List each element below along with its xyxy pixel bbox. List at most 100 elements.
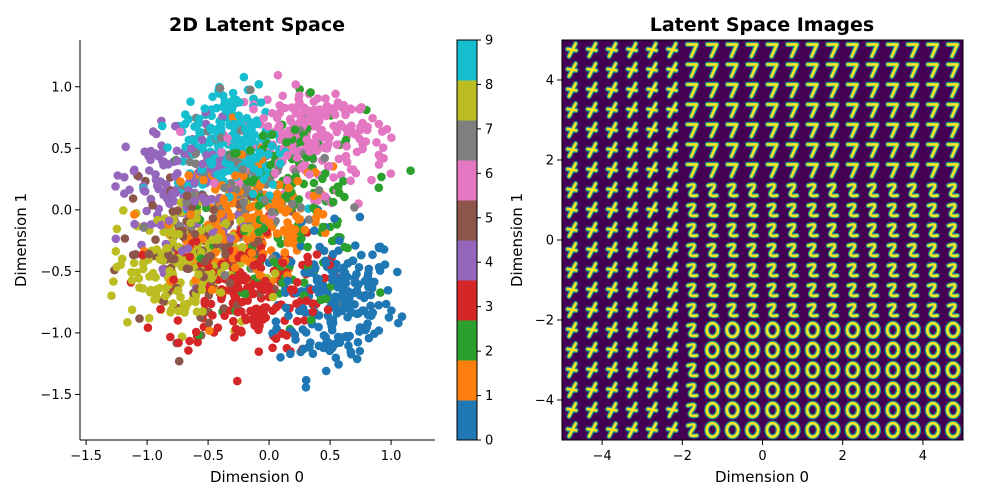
colorbar-tick-label: 3 [485, 300, 493, 315]
latent-digit-tile [764, 161, 780, 179]
latent-digit-tile [764, 101, 780, 119]
latent-digit-tile [625, 141, 639, 159]
scatter-point [239, 72, 249, 82]
scatter-point [154, 204, 164, 214]
scatter-point [294, 195, 304, 204]
latent-image-grid [562, 40, 963, 440]
scatter-point [314, 186, 324, 195]
scatter-point [170, 254, 179, 264]
latent-digit-tile [825, 221, 840, 239]
scatter-point [245, 203, 255, 212]
latent-digit-tile [685, 361, 700, 379]
latent-digit-tile [645, 361, 659, 379]
scatter-point [283, 190, 293, 199]
latent-digit-tile [565, 321, 579, 339]
scatter-point [367, 175, 376, 185]
scatter-point [170, 172, 180, 181]
latent-digit-tile [745, 221, 760, 239]
scatter-point [248, 288, 258, 298]
scatter-point [374, 119, 384, 129]
images-y-tick-label: 4 [546, 74, 554, 89]
scatter-point [281, 303, 291, 313]
scatter-point [307, 141, 317, 150]
scatter-point [182, 264, 192, 273]
latent-digit-tile [565, 381, 579, 399]
latent-digit-tile [884, 400, 902, 420]
latent-digit-tile [605, 321, 619, 339]
latent-digit-tile [884, 360, 902, 380]
colorbar-tick-label: 5 [485, 211, 493, 226]
scatter-point [241, 315, 251, 325]
latent-digit-tile [724, 41, 740, 59]
latent-digit-tile [665, 281, 679, 299]
scatter-point [123, 318, 132, 327]
scatter-point [130, 219, 139, 229]
latent-digit-tile [685, 221, 700, 239]
scatter-point [318, 133, 328, 142]
latent-digit-tile [845, 141, 860, 159]
latent-digit-tile [625, 41, 639, 59]
latent-digit-tile [605, 201, 619, 219]
scatter-y-label: Dimension 1 [12, 193, 30, 287]
latent-digit-tile [805, 141, 820, 159]
latent-digit-tile [905, 221, 920, 239]
latent-digit-tile [605, 221, 619, 239]
latent-digit-tile [825, 101, 840, 119]
latent-digit-tile [705, 301, 720, 319]
latent-digit-tile [925, 261, 940, 279]
latent-digit-tile [785, 221, 800, 239]
scatter-point [262, 168, 272, 178]
scatter-point [339, 100, 349, 110]
scatter-point [197, 135, 207, 145]
latent-digit-tile [645, 241, 659, 259]
latent-digit-tile [824, 360, 841, 380]
scatter-point [192, 307, 202, 317]
scatter-point [270, 269, 280, 278]
latent-digit-tile [704, 420, 721, 440]
scatter-point [231, 324, 241, 334]
scatter-point [317, 125, 327, 135]
scatter-point [290, 125, 300, 134]
scatter-point [340, 242, 350, 252]
latent-digit-tile [764, 61, 780, 79]
latent-digit-tile [645, 421, 659, 439]
scatter-point [127, 305, 137, 315]
images-x-ticks: −4 −2 0 2 4 [593, 440, 927, 464]
scatter-point [382, 124, 392, 134]
scatter-point [254, 236, 263, 246]
latent-digit-tile [925, 101, 940, 119]
scatter-point [204, 318, 214, 328]
latent-digit-tile [765, 241, 780, 259]
scatter-point [230, 333, 239, 342]
latent-digit-tile [825, 41, 840, 59]
latent-digit-tile [925, 241, 940, 259]
colorbar-segment [457, 240, 477, 281]
scatter-point [339, 176, 348, 186]
latent-digit-tile [864, 340, 881, 360]
latent-digit-tile [685, 401, 700, 419]
latent-digit-tile [685, 421, 700, 439]
latent-digit-tile [945, 221, 960, 239]
latent-digit-tile [785, 301, 800, 319]
scatter-point [341, 272, 350, 281]
scatter-point [166, 332, 175, 342]
scatter-point [148, 127, 158, 136]
latent-images-panel: Latent Space Images −4 −2 0 2 4 −4 −2 0 2 4 Dime… [508, 14, 964, 486]
latent-digit-tile [944, 320, 962, 340]
scatter-point [397, 312, 407, 321]
scatter-point [186, 210, 195, 219]
scatter-point [354, 280, 363, 289]
latent-digit-tile [925, 181, 940, 199]
latent-digit-tile [625, 381, 639, 399]
latent-digit-tile [844, 320, 861, 340]
latent-digit-tile [944, 360, 962, 380]
latent-digit-tile [865, 61, 880, 79]
scatter-point [357, 250, 366, 260]
scatter-point [368, 250, 377, 259]
scatter-point [260, 196, 270, 205]
scatter-point [302, 296, 311, 306]
latent-digit-tile [925, 161, 940, 179]
scatter-point [225, 278, 235, 288]
scatter-point [344, 301, 353, 311]
scatter-point [306, 315, 316, 325]
